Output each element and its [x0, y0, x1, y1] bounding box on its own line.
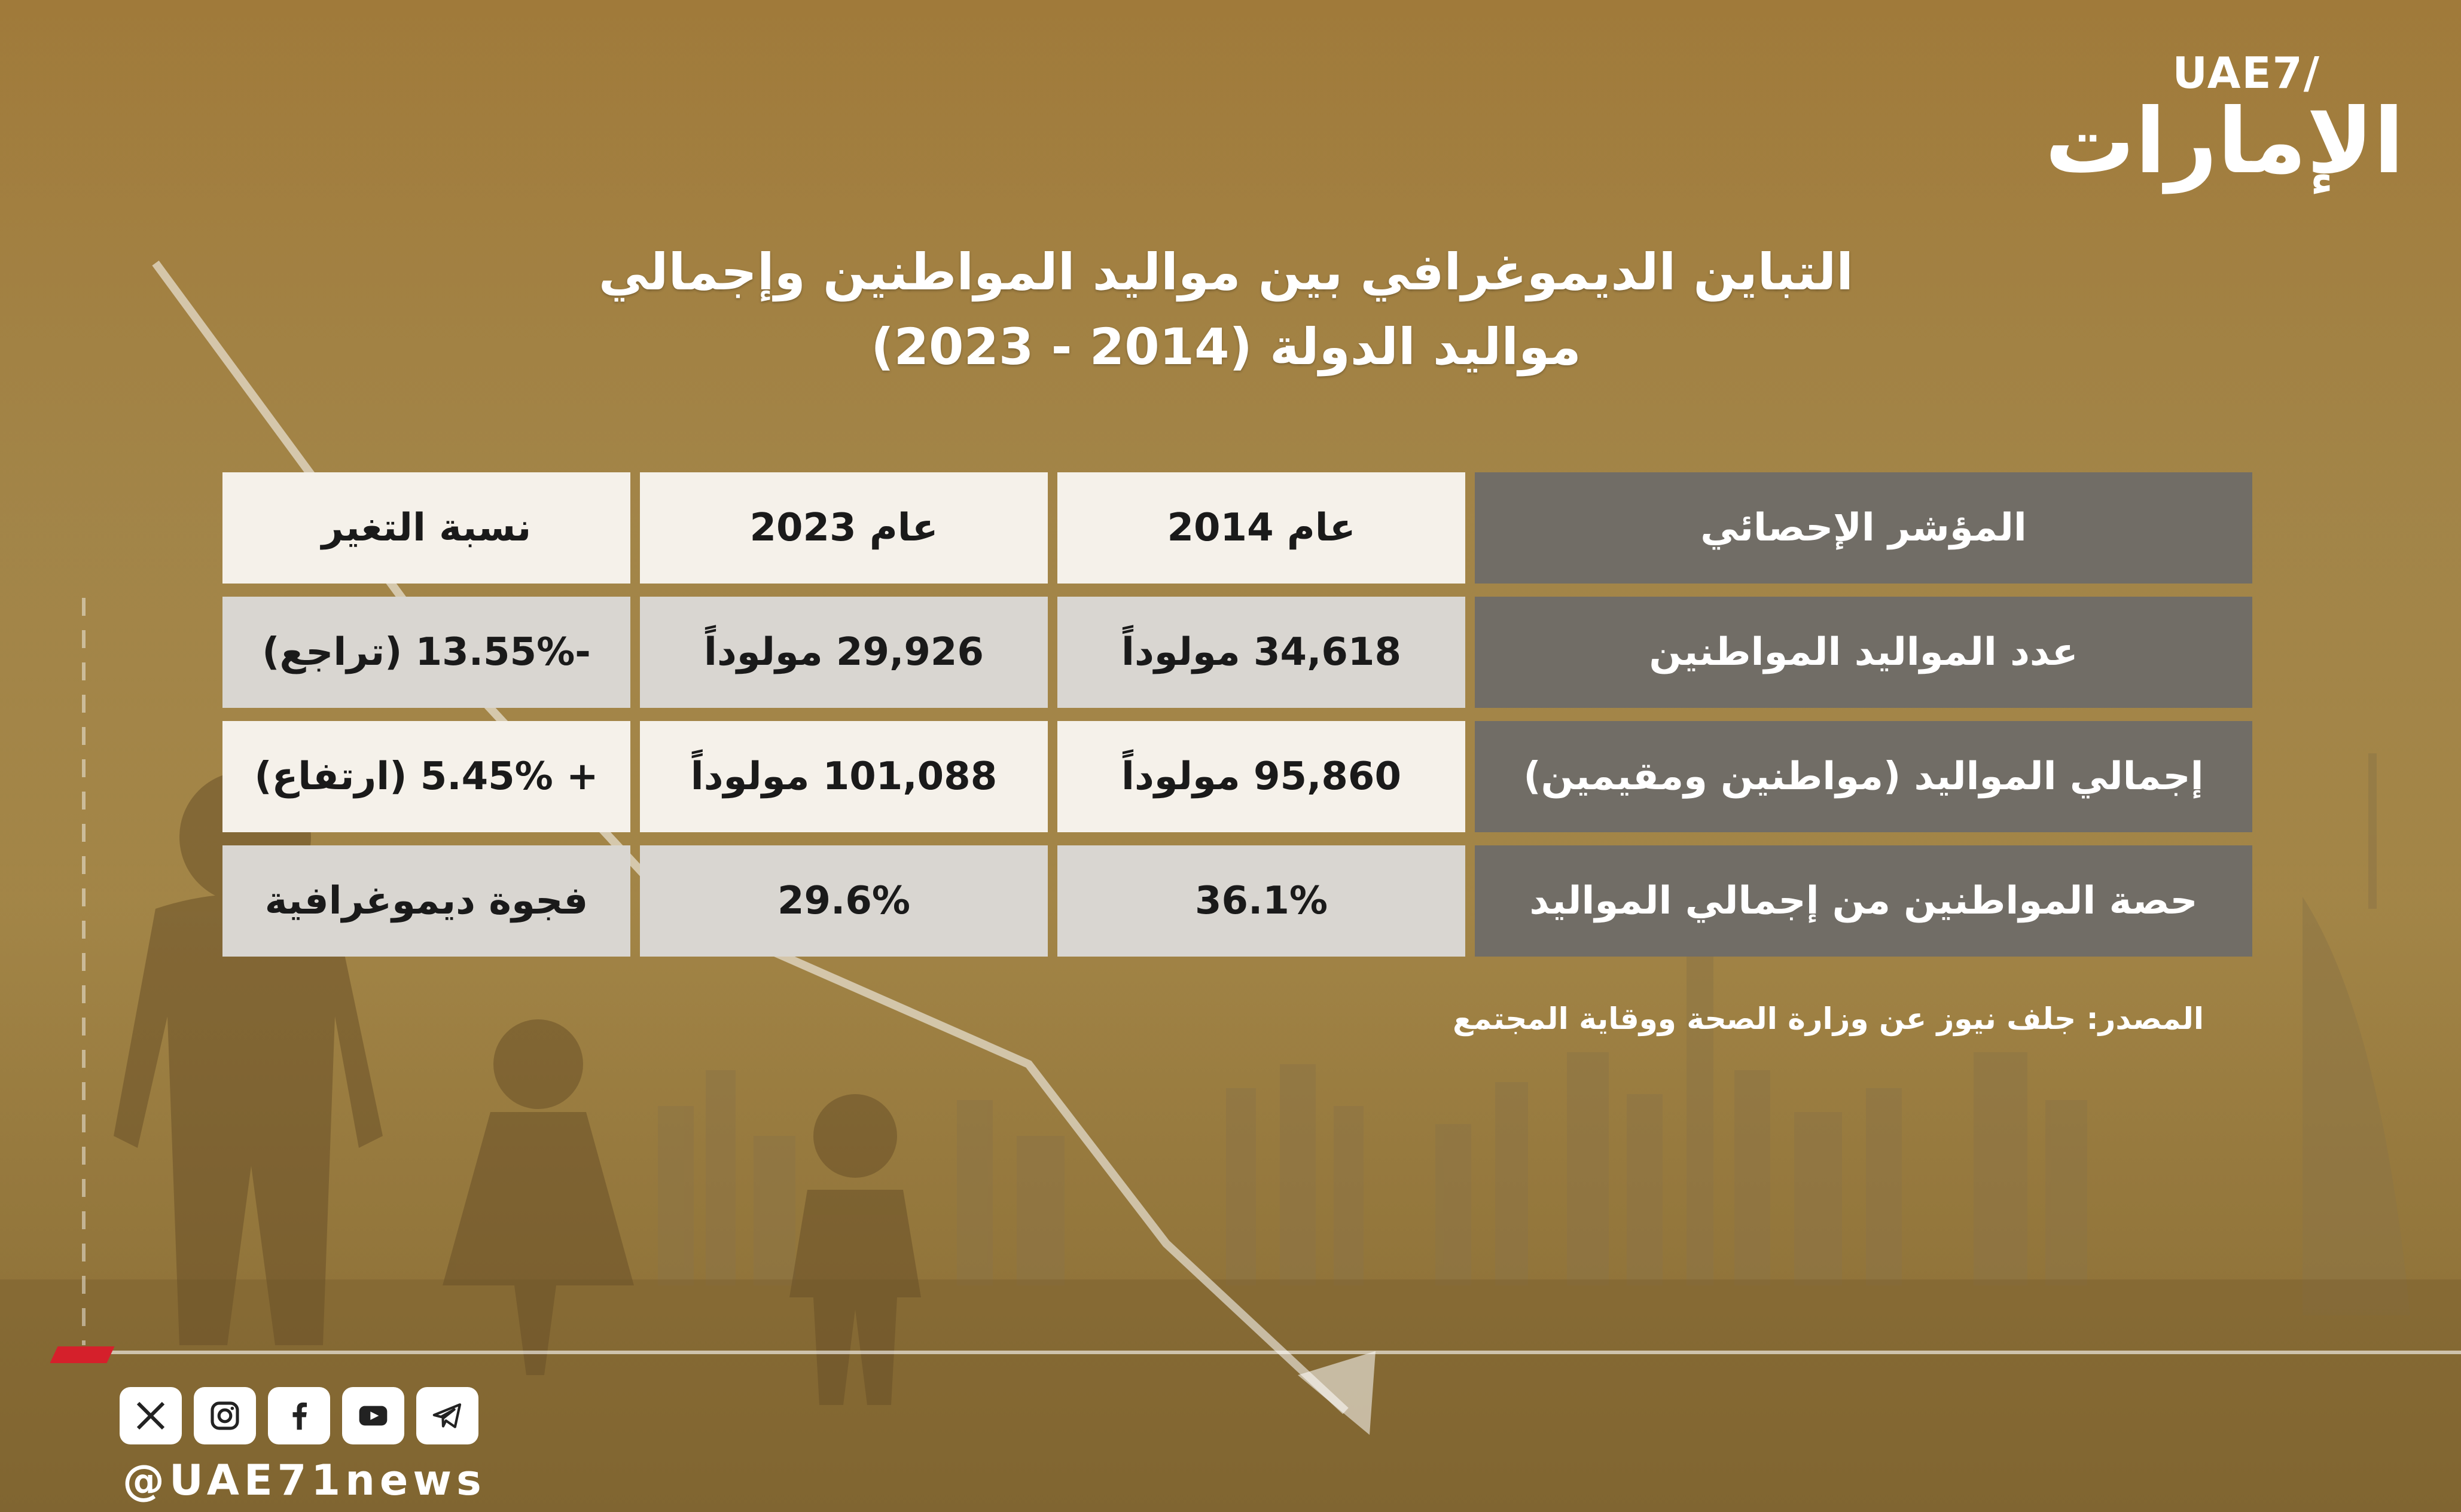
x-icon[interactable]	[120, 1387, 182, 1444]
instagram-icon[interactable]	[194, 1387, 256, 1444]
header-change: نسبة التغير	[222, 472, 630, 584]
row-label: حصة المواطنين من إجمالي المواليد	[1475, 845, 2252, 957]
table-row: حصة المواطنين من إجمالي المواليد 36.1% 2…	[220, 845, 2252, 957]
table-row: عدد المواليد المواطنين 34,618 مولوداً 29…	[220, 597, 2252, 708]
cell-2014: 34,618 مولوداً	[1057, 597, 1465, 708]
statistics-table: المؤشر الإحصائي عام 2014 عام 2023 نسبة ا…	[220, 472, 2252, 970]
telegram-icon[interactable]	[416, 1387, 478, 1444]
youtube-icon[interactable]	[342, 1387, 404, 1444]
header-2014: عام 2014	[1057, 472, 1465, 584]
cell-2014: 36.1%	[1057, 845, 1465, 957]
cell-change: + 5.45% (ارتفاع)	[222, 721, 630, 832]
cell-2014: 95,860 مولوداً	[1057, 721, 1465, 832]
page-title-line-2: مواليد الدولة (2014 - 2023)	[871, 317, 1581, 376]
social-handle: @UAE71news	[123, 1456, 486, 1505]
table-row: إجمالي المواليد (مواطنين ومقيمين) 95,860…	[220, 721, 2252, 832]
facebook-icon[interactable]	[268, 1387, 330, 1444]
cell-2023: 29,926 مولوداً	[640, 597, 1048, 708]
cell-change: فجوة ديموغرافية	[222, 845, 630, 957]
row-label: عدد المواليد المواطنين	[1475, 597, 2252, 708]
row-label: إجمالي المواليد (مواطنين ومقيمين)	[1475, 721, 2252, 832]
header-2023: عام 2023	[640, 472, 1048, 584]
source-note: المصدر: جلف نيوز عن وزارة الصحة ووقاية ا…	[1453, 1001, 2204, 1036]
page-title-line-1: التباين الديموغرافي بين مواليد المواطنين…	[598, 243, 1854, 301]
accent-red-mark	[50, 1346, 115, 1363]
table-header-row: المؤشر الإحصائي عام 2014 عام 2023 نسبة ا…	[220, 472, 2252, 584]
cell-2023: 29.6%	[640, 845, 1048, 957]
logo-latin-text: UAE7/	[2172, 48, 2320, 98]
logo-arabic-text: الإمارات	[2045, 90, 2404, 194]
uae71-logo: UAE7/ الإمارات	[2033, 48, 2404, 221]
social-icons	[120, 1387, 478, 1444]
cell-change: -13.55% (تراجع)	[222, 597, 630, 708]
header-indicator: المؤشر الإحصائي	[1475, 472, 2252, 584]
cell-2023: 101,088 مولوداً	[640, 721, 1048, 832]
